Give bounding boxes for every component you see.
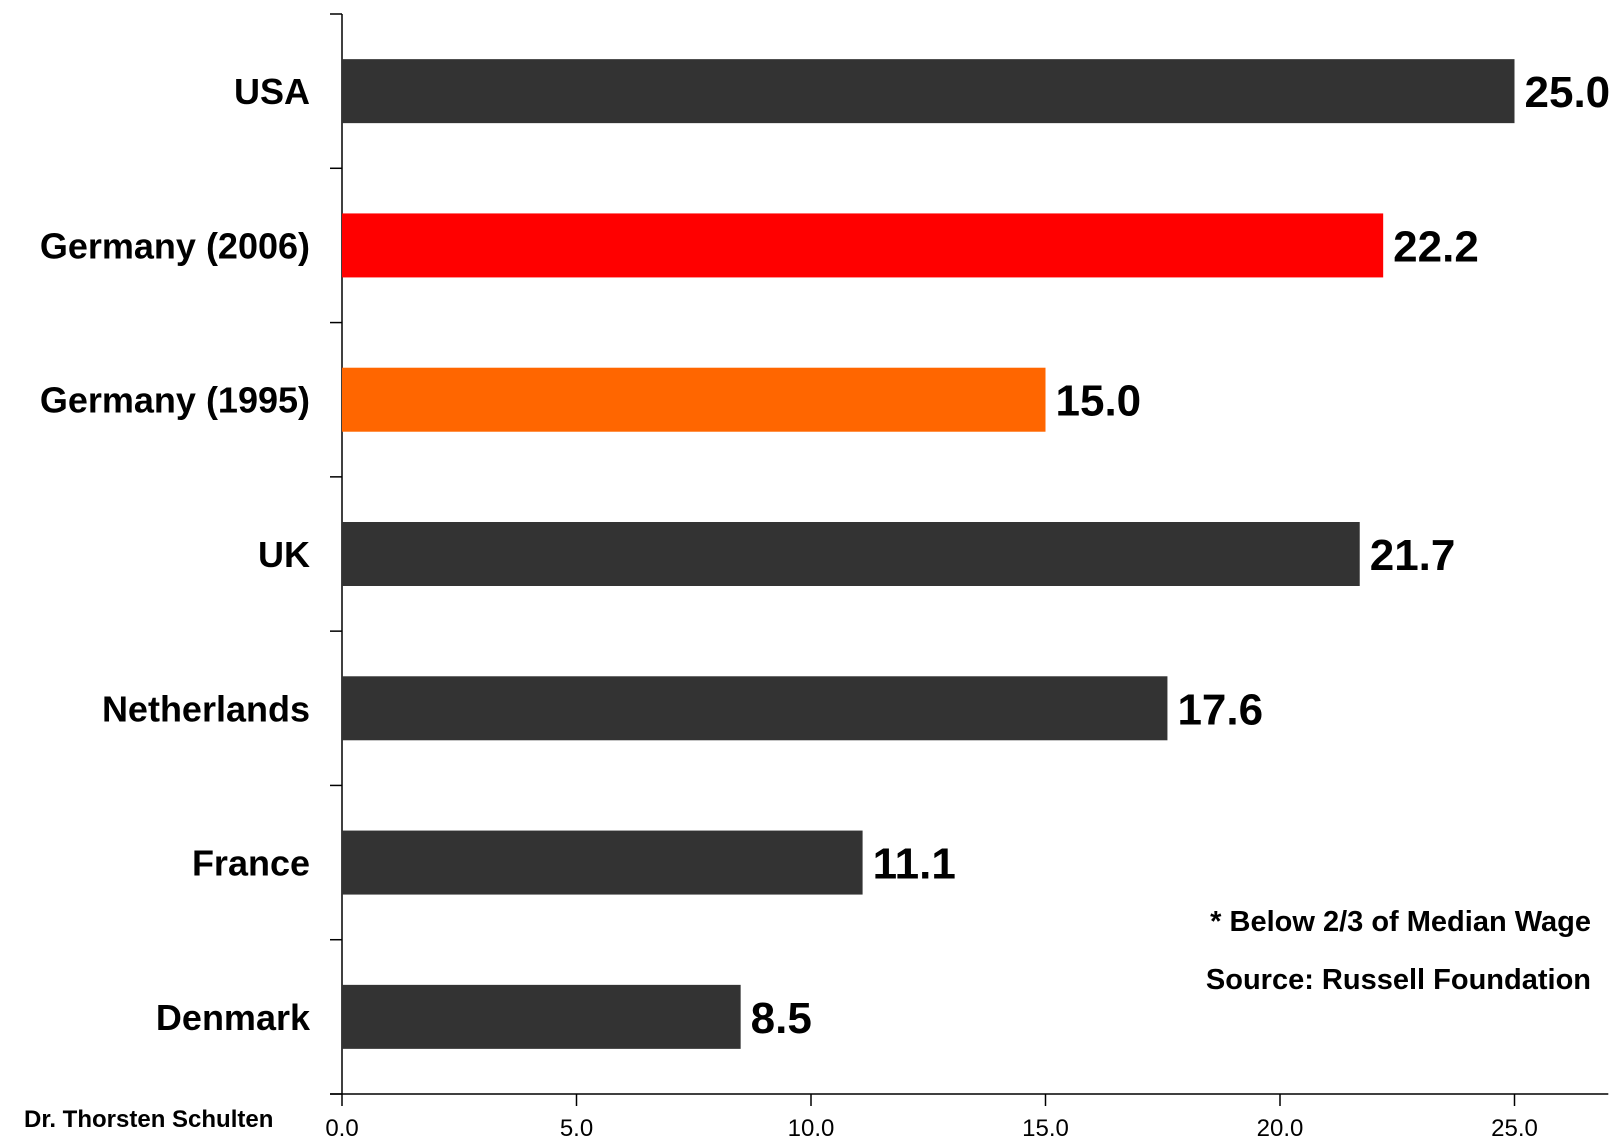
x-tick-label: 10.0 <box>788 1115 835 1142</box>
category-label: Germany (2006) <box>40 225 310 266</box>
x-tick-label: 20.0 <box>1257 1115 1304 1142</box>
footnote: * Below 2/3 of Median Wage <box>1210 906 1591 938</box>
bar <box>342 676 1168 741</box>
category-label: USA <box>234 71 310 112</box>
value-label: 11.1 <box>873 840 956 889</box>
category-label: UK <box>258 534 310 575</box>
value-label: 21.7 <box>1370 531 1456 580</box>
x-tick-label: 15.0 <box>1022 1115 1069 1142</box>
author-credit: Dr. Thorsten Schulten <box>24 1106 273 1133</box>
x-tick-label: 25.0 <box>1491 1115 1538 1142</box>
value-label: 8.5 <box>751 994 812 1043</box>
category-label: Netherlands <box>102 688 310 729</box>
bar <box>342 367 1046 432</box>
source-note: Source: Russell Foundation <box>1206 964 1591 996</box>
bar <box>342 830 863 895</box>
category-label: France <box>192 843 310 884</box>
value-label: 15.0 <box>1056 377 1142 426</box>
category-label: Denmark <box>156 997 311 1038</box>
value-label: 25.0 <box>1525 68 1611 117</box>
x-tick-label: 5.0 <box>560 1115 593 1142</box>
bar <box>342 522 1360 586</box>
value-label: 22.2 <box>1393 222 1479 271</box>
bar <box>342 59 1515 124</box>
bar <box>342 213 1384 278</box>
labels: 0.0 5.0 10.0 15.0 20.0 25.0 USA 25.0 Germany (20… <box>40 68 1610 1142</box>
bar <box>342 984 741 1049</box>
bars <box>342 59 1515 1049</box>
x-tick-label: 0.0 <box>325 1115 358 1142</box>
value-label: 17.6 <box>1177 685 1263 734</box>
category-label: Germany (1995) <box>40 380 310 421</box>
